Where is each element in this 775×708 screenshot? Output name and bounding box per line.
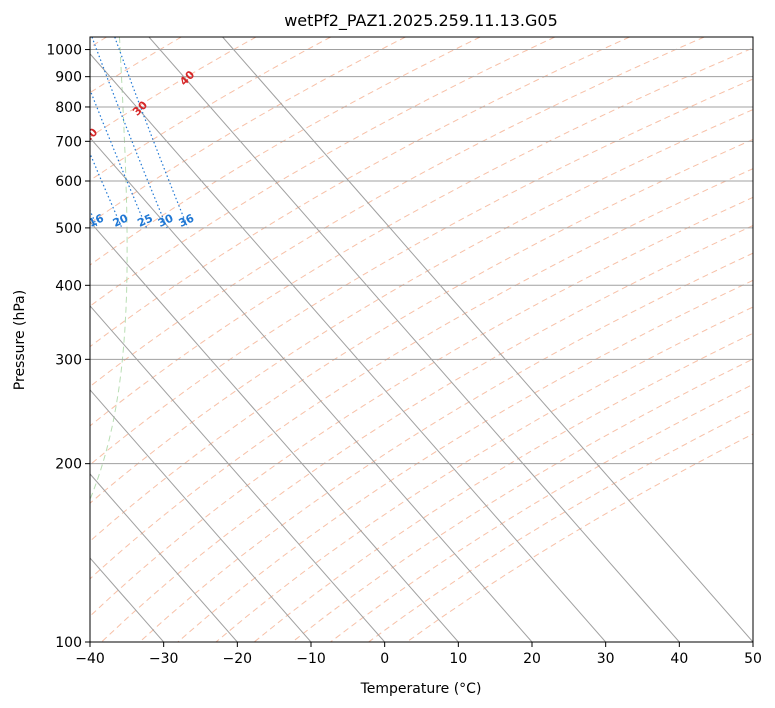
y-tick-label: 400 [55,278,82,294]
dry-adiabat-line [406,433,753,642]
dry-adiabat-line [177,279,753,642]
dry-adiabat-line [90,37,481,266]
dry-adiabat-line [139,252,753,642]
dry-adiabat-line [90,37,331,182]
background-lines [0,37,753,642]
mixing-ratio-label: 25 [135,212,154,230]
dry-adiabat-line [90,37,556,307]
x-tick-label: 0 [380,651,389,667]
dry-adiabat-line [90,109,753,504]
mixing-ratio-label: 6 [0,213,2,228]
isotherm-line [90,137,533,642]
moist-adiabat-line [0,37,2,575]
dry-adiabat-line [90,168,753,580]
y-tick-label: 200 [55,457,82,473]
line-labels: 0.10.20.40.611.52346810131620253036-100-… [0,68,197,230]
isotherm-line [90,221,459,642]
dry-adiabat-line [215,306,753,642]
y-tick-label: 1000 [46,43,82,59]
isotherm-line [90,305,386,642]
y-tick-label: 100 [55,635,82,651]
y-tick-label: 600 [55,174,82,190]
mixing-ratio-line [90,152,123,229]
y-axis-label: Pressure (hPa) [12,290,28,390]
dry-adiabat-line [291,358,753,642]
x-tick-label: 10 [449,651,467,667]
isotherm-label: 10 [30,152,50,172]
isotherm-line [148,37,680,642]
dry-adiabat-line [90,47,753,427]
mixing-ratio-line [91,37,168,229]
mixing-ratio-line [0,37,76,228]
dry-adiabat-line [90,37,705,388]
plot-frame [89,36,754,643]
dry-adiabat-line [101,225,753,642]
mixing-ratio-line [114,37,189,229]
mixing-ratio-label: 8 [18,213,30,228]
mixing-ratio-label: 20 [111,211,131,229]
x-tick-label: 50 [744,651,762,667]
x-tick-label: 30 [597,651,615,667]
isotherm-line [90,389,312,642]
isotherm-line [90,53,607,642]
x-tick-label: −30 [149,651,179,667]
x-tick-label: 20 [523,651,541,667]
mixing-ratio-line [0,37,26,228]
isotherm-line [222,37,753,642]
x-tick-label: −40 [75,651,105,667]
y-tick-label: 500 [55,221,82,237]
dry-adiabat-line [90,37,406,224]
mixing-ratio-line [90,88,148,229]
y-tick-label: 700 [55,134,82,150]
dry-adiabat-line [90,78,753,466]
isotherm-line [90,473,238,642]
isotherm-label: 20 [80,125,100,145]
dry-adiabat-line [90,37,630,348]
y-tick-label: 900 [55,70,82,86]
dry-adiabat-line [253,332,753,642]
dry-adiabat-line [90,37,257,138]
mixing-ratio-label: 10 [37,211,57,229]
dry-adiabat-line [330,383,753,642]
isotherm-label: 30 [130,98,150,118]
x-axis-label: Temperature (°C) [360,681,482,697]
y-axis: 100 200 300 400 500 600 700 800 900 1000 [46,43,90,651]
mixing-ratio-line [90,209,99,229]
mixing-ratio-label: 36 [177,211,197,229]
isotherm-label: 40 [177,68,197,88]
dry-adiabat-line [368,408,753,642]
y-tick-label: 300 [55,352,82,368]
mixing-ratio-label: 30 [156,211,176,229]
moist-adiabat-line [0,37,61,642]
chart-title: wetPf2_PAZ1.2025.259.11.13.G05 [284,11,558,31]
x-tick-label: −20 [223,651,253,667]
mixing-ratio-line [0,37,48,228]
dry-adiabat-line [90,138,753,542]
moist-adiabat-line [90,37,128,501]
x-tick-label: 40 [670,651,688,667]
x-tick-label: −10 [296,651,326,667]
y-tick-label: 800 [55,100,82,116]
x-axis: −40 −30 −20 −10 0 10 20 30 40 50 [75,642,762,667]
